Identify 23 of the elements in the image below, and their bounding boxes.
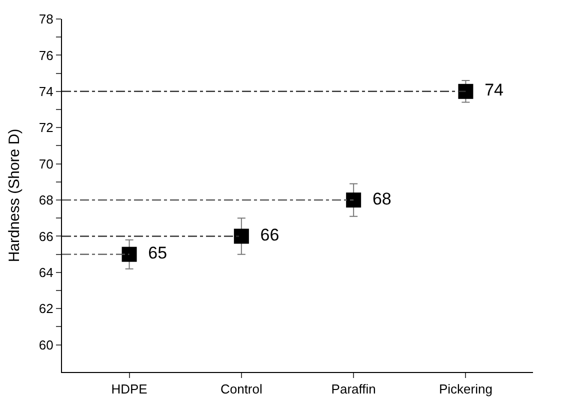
- point: [346, 192, 362, 208]
- y-tick-label: 72: [38, 120, 54, 136]
- y-tick-label: 60: [38, 337, 54, 352]
- x-tick-label: Pickering: [438, 382, 492, 397]
- point: [234, 228, 249, 244]
- y-axis-title: Hardness (Shore D): [6, 128, 24, 262]
- point: [458, 84, 474, 99]
- y-tick-label: 62: [38, 301, 54, 316]
- x-tick-label: Control: [220, 382, 262, 397]
- y-tick-label: 70: [38, 156, 54, 172]
- point: [122, 246, 137, 262]
- x-tick-label: Paraffin: [331, 382, 376, 397]
- y-tick-label: 66: [38, 228, 54, 244]
- data-label: 74: [476, 80, 504, 100]
- y-tick-label: 64: [38, 264, 54, 280]
- y-tick-label: 78: [38, 12, 54, 27]
- data-label: 66: [252, 225, 280, 244]
- data-label: 68: [364, 189, 392, 208]
- x-tick-label: HDPE: [111, 382, 148, 397]
- y-tick-label: 74: [38, 84, 54, 99]
- y-tick-label: 68: [38, 192, 54, 208]
- data-label: 65: [140, 244, 168, 263]
- y-tick-label: 76: [38, 48, 54, 63]
